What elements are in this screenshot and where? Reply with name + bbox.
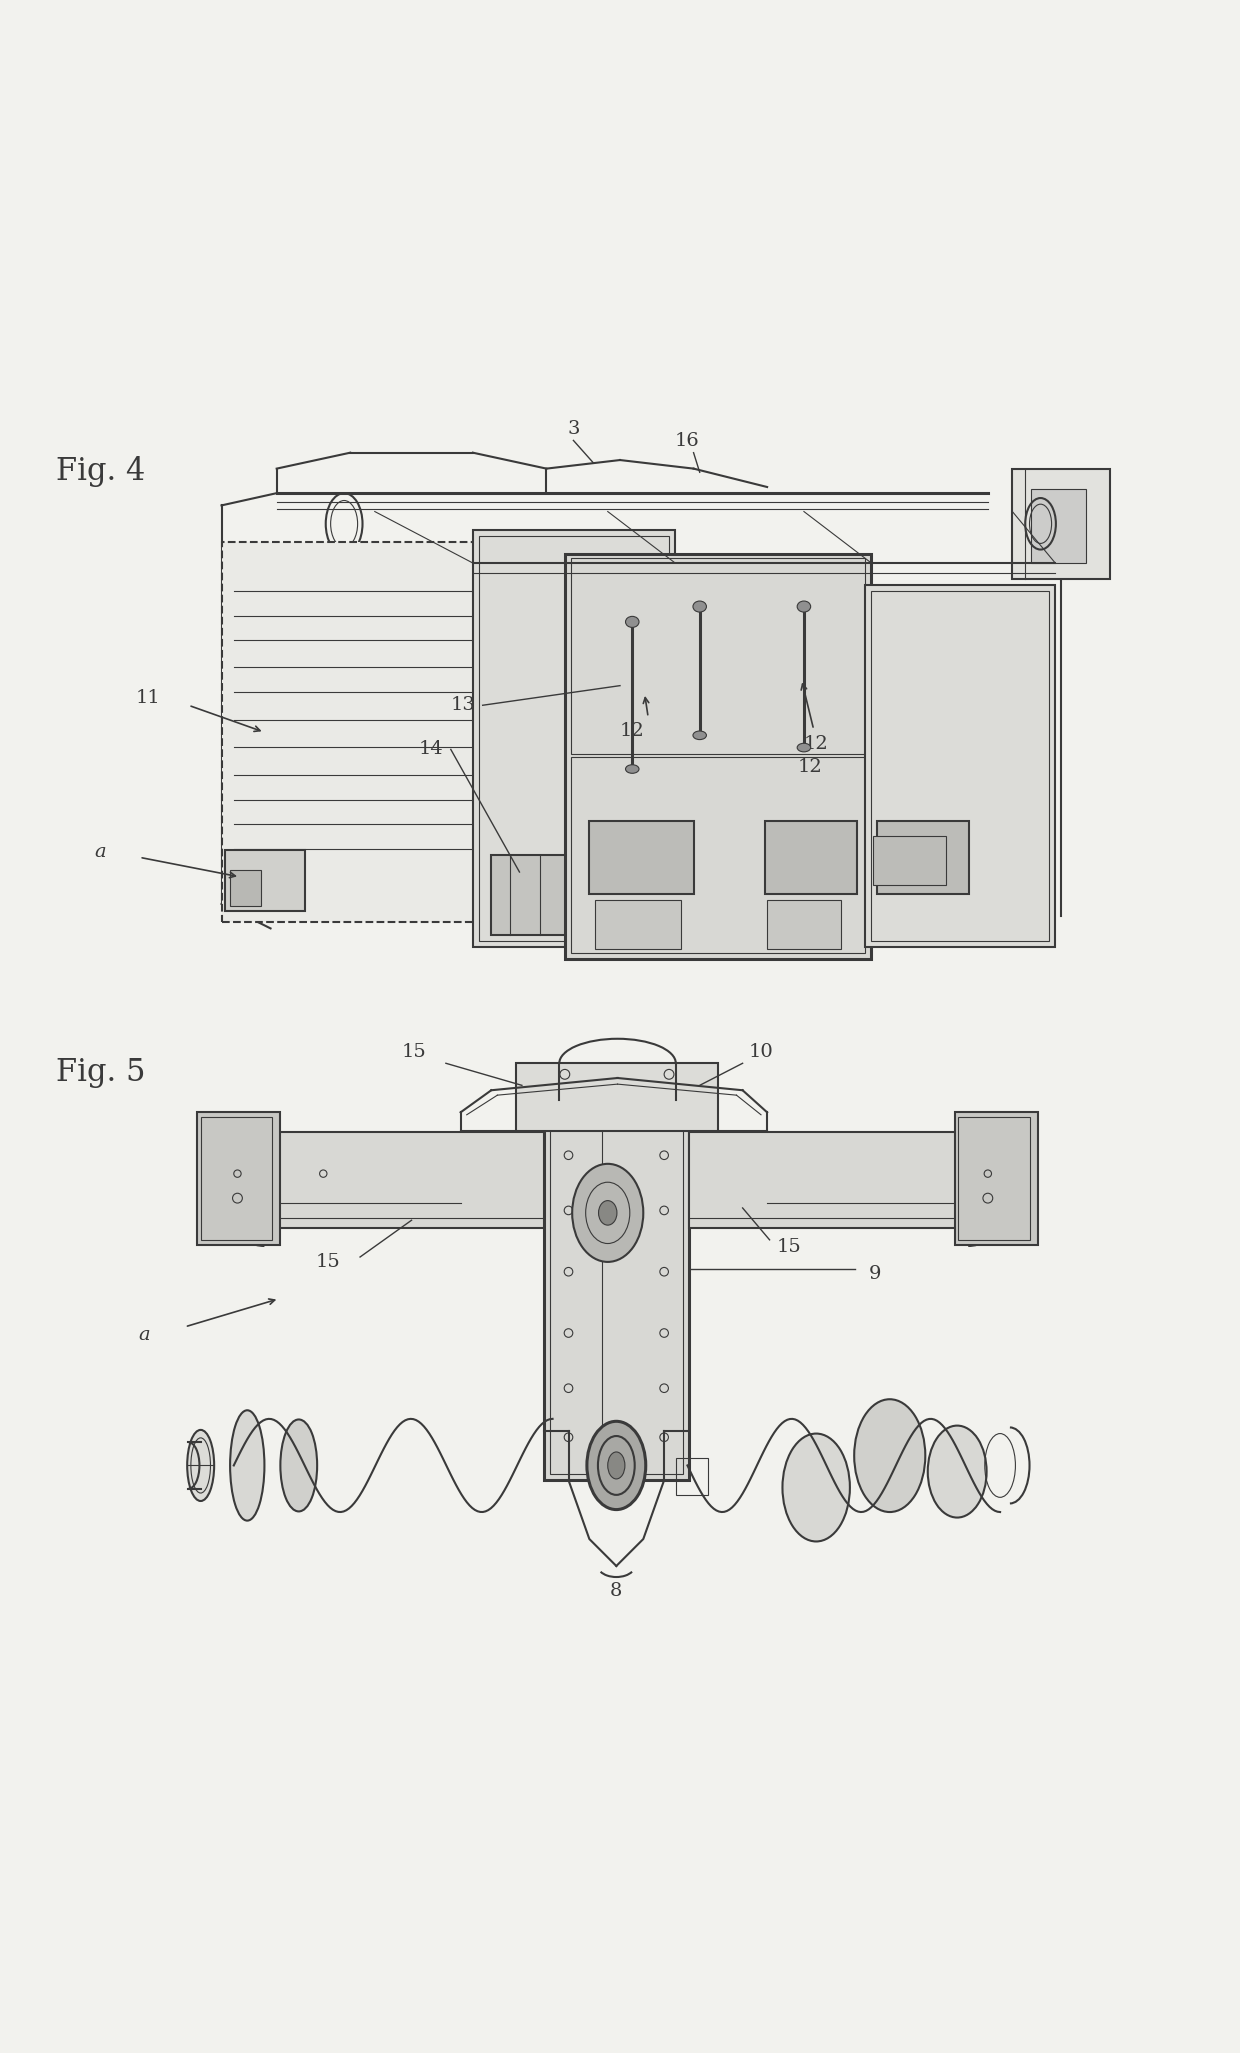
Ellipse shape (797, 743, 811, 751)
Bar (226, 850, 305, 912)
Text: 11: 11 (135, 690, 160, 706)
Bar (201, 1117, 272, 1240)
Bar (955, 1113, 1038, 1244)
Bar (231, 870, 260, 905)
Ellipse shape (693, 731, 707, 739)
Bar (676, 1458, 708, 1495)
Ellipse shape (231, 1410, 264, 1521)
Text: 12: 12 (797, 758, 822, 776)
Bar (595, 899, 681, 948)
Ellipse shape (599, 1201, 618, 1226)
Ellipse shape (928, 1425, 987, 1517)
Bar (768, 899, 841, 948)
Ellipse shape (587, 1421, 646, 1509)
Text: 8: 8 (610, 1581, 622, 1599)
Text: Fig. 5: Fig. 5 (56, 1057, 145, 1088)
Text: 3: 3 (567, 421, 579, 437)
Bar (1012, 468, 1111, 579)
Bar (472, 530, 675, 946)
Ellipse shape (187, 1429, 215, 1501)
Text: 14: 14 (419, 741, 444, 758)
Bar (491, 854, 583, 934)
Bar (551, 1107, 682, 1474)
Bar (872, 591, 1049, 940)
Ellipse shape (782, 1433, 849, 1542)
Bar (873, 836, 946, 885)
Bar (589, 821, 693, 893)
Bar (516, 1063, 718, 1131)
Text: Fig. 4: Fig. 4 (56, 456, 145, 487)
Text: 12: 12 (804, 735, 828, 753)
Bar (264, 1131, 544, 1228)
Text: 15: 15 (402, 1043, 427, 1061)
Text: 10: 10 (749, 1043, 774, 1061)
Ellipse shape (854, 1400, 925, 1513)
Bar (565, 554, 872, 959)
Ellipse shape (608, 1451, 625, 1478)
Bar (479, 536, 670, 940)
Ellipse shape (625, 616, 639, 628)
Bar (688, 1131, 968, 1228)
Text: 13: 13 (450, 696, 475, 714)
Bar (959, 1117, 1029, 1240)
Ellipse shape (572, 1164, 644, 1263)
Ellipse shape (797, 602, 811, 612)
Bar (197, 1113, 280, 1244)
Bar (222, 542, 497, 922)
Ellipse shape (693, 602, 707, 612)
Bar (878, 821, 970, 893)
Text: 9: 9 (869, 1265, 882, 1283)
Bar (765, 821, 857, 893)
Bar (866, 585, 1055, 946)
Ellipse shape (280, 1419, 317, 1511)
Bar (1030, 489, 1086, 563)
Ellipse shape (625, 764, 639, 774)
Text: 12: 12 (620, 723, 645, 741)
Text: 16: 16 (675, 433, 699, 450)
Text: a: a (139, 1326, 150, 1345)
Bar (570, 758, 866, 953)
Text: 15: 15 (316, 1252, 341, 1271)
Bar (570, 558, 866, 753)
Bar (544, 1100, 688, 1480)
Text: 15: 15 (776, 1238, 801, 1256)
Text: a: a (94, 844, 105, 862)
